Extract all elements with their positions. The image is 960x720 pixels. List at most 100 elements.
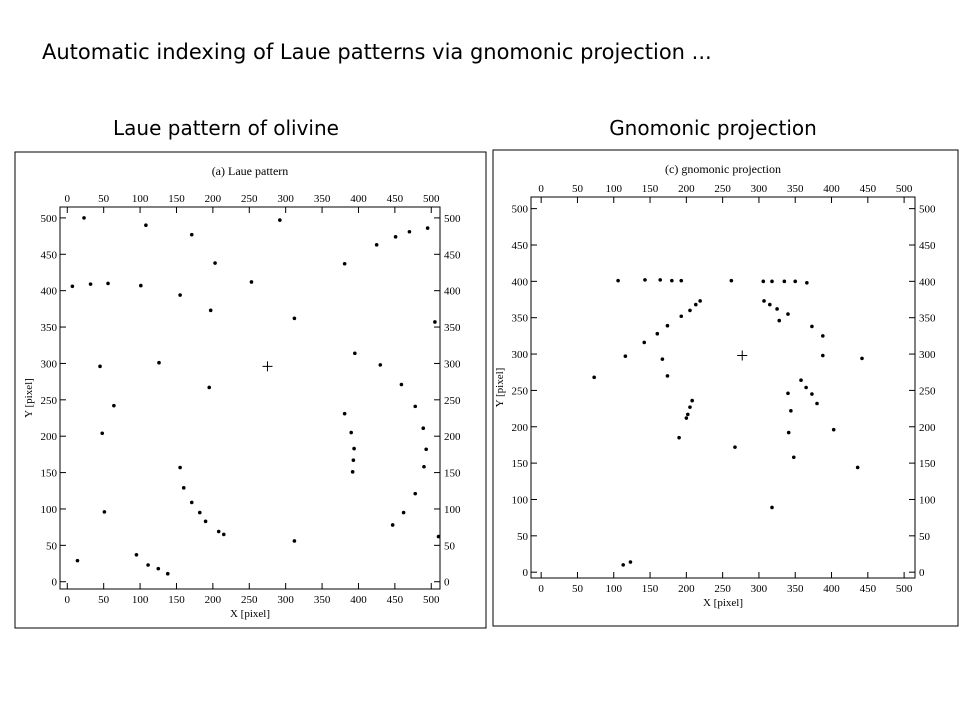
spot xyxy=(189,232,194,237)
spot xyxy=(378,363,383,367)
spot xyxy=(642,340,647,345)
spot xyxy=(821,353,825,358)
x-tick-label: 450 xyxy=(387,594,404,606)
x-tick-label: 0 xyxy=(538,583,544,595)
x-tick-label: 250 xyxy=(714,583,731,595)
y-tick-label-right: 350 xyxy=(444,322,461,334)
spot xyxy=(433,320,437,324)
spot xyxy=(693,302,698,307)
x-tick-label-top: 200 xyxy=(678,183,695,195)
y-tick-label-right: 200 xyxy=(444,431,461,443)
spot xyxy=(342,411,347,416)
spot xyxy=(782,279,787,284)
center-marker xyxy=(262,361,273,372)
x-tick-label: 350 xyxy=(787,583,804,595)
y-tick-label: 0 xyxy=(52,577,58,589)
spot xyxy=(791,455,796,460)
y-tick-label: 250 xyxy=(41,395,58,407)
spot xyxy=(102,510,107,514)
chart-title: (c) gnomonic projection xyxy=(665,162,781,176)
spot xyxy=(216,529,221,534)
spot xyxy=(777,318,782,323)
y-tick-label-right: 50 xyxy=(919,531,931,543)
y-tick-label: 150 xyxy=(41,468,58,480)
spot xyxy=(821,334,825,338)
y-tick-label-right: 150 xyxy=(444,468,461,480)
x-tick-label-top: 250 xyxy=(241,193,258,205)
spot xyxy=(75,558,80,563)
spot xyxy=(82,216,86,220)
spot xyxy=(698,299,702,303)
spot xyxy=(292,539,297,543)
y-tick-label: 200 xyxy=(512,422,529,434)
spot xyxy=(70,284,75,289)
spot xyxy=(786,391,790,396)
spot xyxy=(623,354,628,359)
plot-frame xyxy=(59,206,441,590)
x-tick-label-top: 400 xyxy=(350,193,367,205)
y-tick-label-right: 250 xyxy=(444,395,461,407)
spot xyxy=(804,385,808,390)
y-tick-label: 100 xyxy=(512,494,529,506)
x-tick-label: 200 xyxy=(678,583,695,595)
spot xyxy=(770,505,774,510)
y-tick-label: 500 xyxy=(512,204,529,216)
y-tick-label-right: 350 xyxy=(919,313,936,325)
spot xyxy=(292,316,297,321)
y-tick-label-right: 300 xyxy=(444,358,461,370)
y-tick-label: 400 xyxy=(512,276,529,288)
x-tick-label-top: 0 xyxy=(538,183,544,195)
y-tick-label-right: 100 xyxy=(444,504,461,516)
x-tick-label: 350 xyxy=(314,594,331,606)
y-tick-label-right: 0 xyxy=(444,577,450,589)
slide-title: Automatic indexing of Laue patterns via … xyxy=(42,40,712,64)
x-tick-label: 250 xyxy=(241,594,258,606)
x-tick-label: 50 xyxy=(98,594,110,606)
spot xyxy=(134,553,139,557)
x-tick-label-top: 500 xyxy=(896,183,913,195)
x-axis-label: X [pixel] xyxy=(230,608,270,620)
y-tick-label: 250 xyxy=(512,385,529,397)
y-tick-label: 350 xyxy=(41,322,58,334)
spot xyxy=(139,283,143,288)
y-tick-label-right: 500 xyxy=(444,213,461,225)
x-tick-label: 500 xyxy=(896,583,913,595)
y-tick-label-right: 400 xyxy=(444,286,461,298)
spot xyxy=(789,408,793,413)
y-tick-label: 100 xyxy=(41,504,58,516)
spot xyxy=(144,223,148,227)
spot xyxy=(665,323,670,328)
spot xyxy=(786,430,791,435)
spot xyxy=(413,491,418,496)
spot xyxy=(207,385,212,390)
y-tick-label: 0 xyxy=(523,567,529,579)
y-tick-label: 150 xyxy=(512,458,529,470)
spot xyxy=(660,357,665,361)
x-tick-label: 0 xyxy=(65,594,71,606)
x-tick-label-top: 100 xyxy=(606,183,623,195)
y-tick-label-right: 200 xyxy=(919,422,936,434)
spot xyxy=(178,465,182,470)
spot xyxy=(805,280,809,285)
spot xyxy=(221,532,226,537)
y-tick-label: 450 xyxy=(512,240,529,252)
spot xyxy=(762,299,766,303)
spot xyxy=(831,427,836,432)
spot xyxy=(688,308,692,313)
y-tick-label-right: 50 xyxy=(444,540,456,552)
spot xyxy=(643,278,647,282)
x-tick-label-top: 450 xyxy=(860,183,877,195)
x-tick-label: 150 xyxy=(642,583,659,595)
spot xyxy=(677,435,681,440)
spot xyxy=(353,351,357,356)
x-tick-label-top: 350 xyxy=(314,193,331,205)
spot xyxy=(88,282,93,286)
spot xyxy=(684,416,689,420)
center-marker xyxy=(737,350,748,361)
spot xyxy=(592,375,596,380)
y-tick-label-right: 100 xyxy=(919,494,936,506)
spot xyxy=(374,243,379,247)
spot xyxy=(413,404,418,409)
x-tick-label: 50 xyxy=(572,583,584,595)
